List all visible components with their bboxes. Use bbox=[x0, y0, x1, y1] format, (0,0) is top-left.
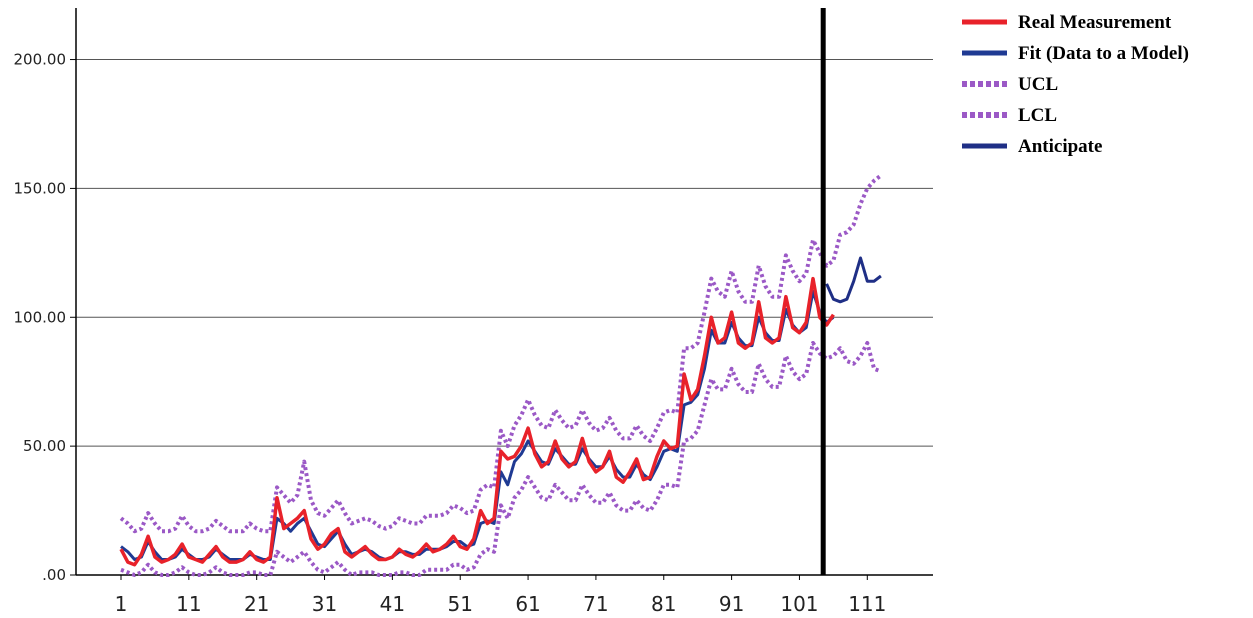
x-tick-label: 81 bbox=[651, 592, 676, 616]
y-tick-label: 200.00 bbox=[14, 51, 67, 69]
x-tick-label: 31 bbox=[312, 592, 337, 616]
legend-lcl-label: LCL bbox=[1018, 105, 1057, 126]
x-axis-ticks: 1 11 21 31 41 51 61 71 81 91 101 111 bbox=[115, 575, 886, 616]
x-tick-label: 41 bbox=[380, 592, 405, 616]
y-tick-label: 50.00 bbox=[23, 437, 66, 455]
legend-real-measurement-label: Real Measurement bbox=[1018, 12, 1172, 33]
legend: Real Measurement Fit (Data to a Model) UCL… bbox=[962, 12, 1189, 157]
series-real-measurement bbox=[119, 276, 835, 567]
series-lcl bbox=[120, 341, 882, 577]
x-tick-label: 61 bbox=[515, 592, 540, 616]
x-tick-label: 111 bbox=[848, 592, 886, 616]
series-ucl bbox=[119, 173, 883, 534]
x-tick-label: 1 bbox=[115, 592, 128, 616]
x-tick-label: 51 bbox=[447, 592, 472, 616]
y-axis-ticks: .00 50.00 100.00 150.00 200.00 bbox=[14, 51, 76, 584]
y-tick-label: .00 bbox=[42, 566, 66, 584]
series-anticipate bbox=[825, 256, 882, 304]
legend-anticipate-label: Anticipate bbox=[1018, 136, 1102, 157]
x-tick-label: 91 bbox=[719, 592, 744, 616]
x-tick-label: 11 bbox=[176, 592, 201, 616]
legend-fit-data-to-a-model-label: Fit (Data to a Model) bbox=[1018, 43, 1189, 64]
gridlines bbox=[76, 59, 933, 447]
legend-ucl-label: UCL bbox=[1018, 74, 1058, 95]
y-tick-label: 150.00 bbox=[14, 179, 67, 197]
x-tick-label: 71 bbox=[583, 592, 608, 616]
series-layer bbox=[119, 173, 883, 577]
x-tick-label: 101 bbox=[780, 592, 818, 616]
x-tick-label: 21 bbox=[244, 592, 269, 616]
y-tick-label: 100.00 bbox=[14, 308, 67, 326]
